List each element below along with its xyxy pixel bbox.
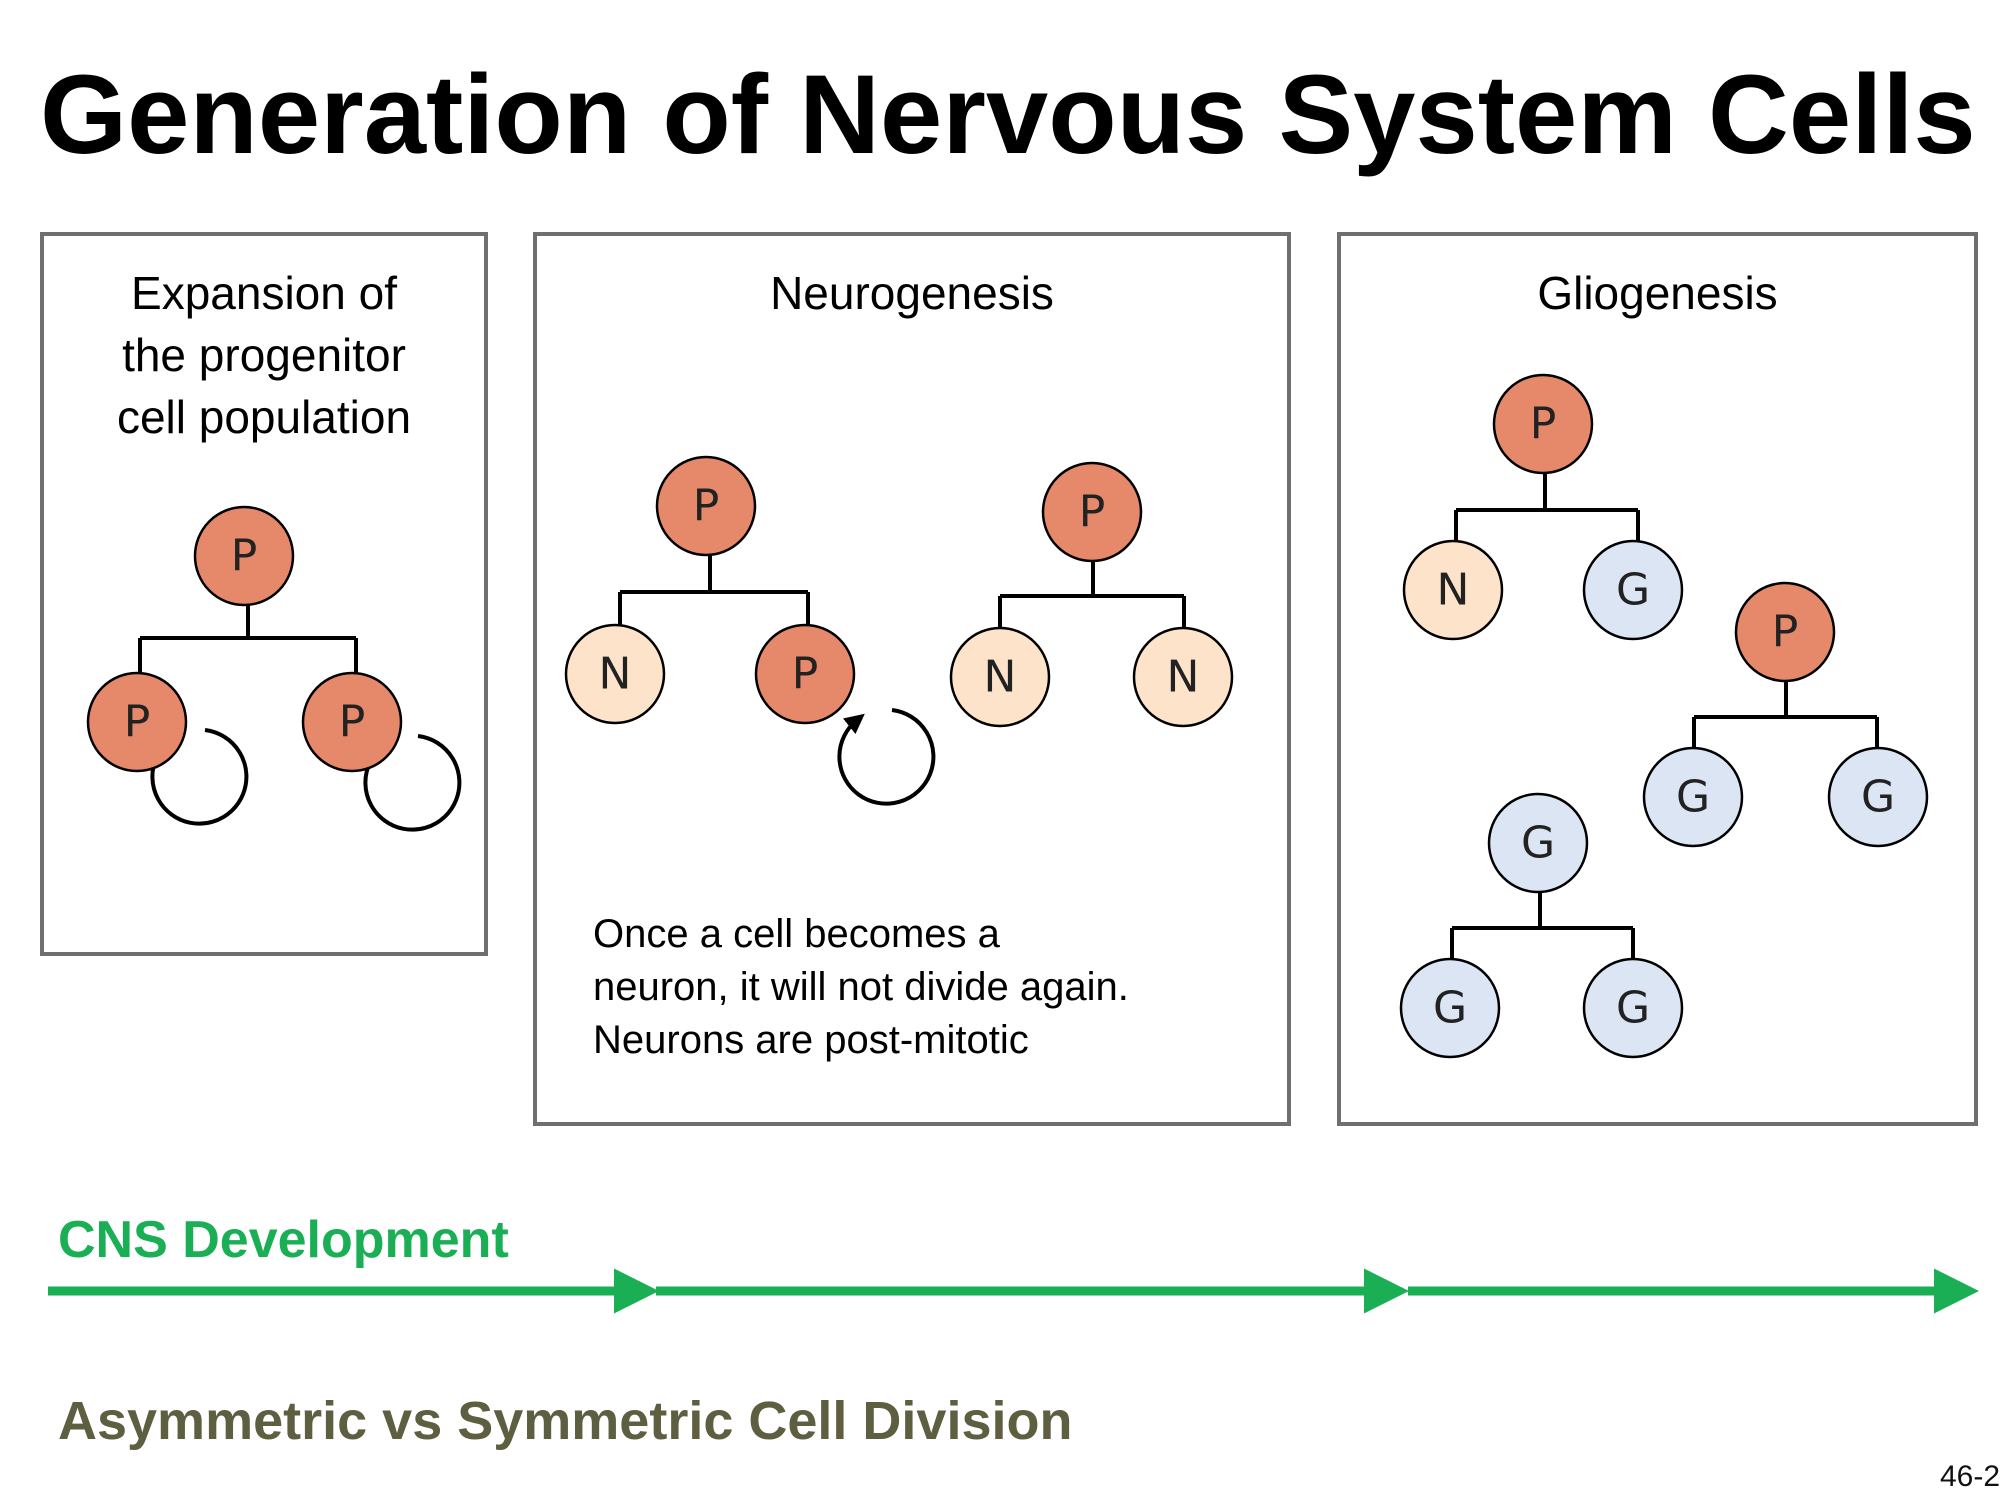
svg-text:N: N (1437, 565, 1470, 616)
neuron-cell: N (1402, 539, 1504, 641)
progenitor-cell: P (655, 455, 757, 557)
svg-text:G: G (1433, 983, 1467, 1034)
glia-cell: G (1827, 746, 1929, 848)
svg-text:P: P (231, 531, 258, 582)
glia-cell: G (1582, 539, 1684, 641)
svg-text:P: P (1079, 487, 1106, 538)
svg-text:G: G (1676, 772, 1710, 823)
svg-text:N: N (599, 649, 632, 700)
svg-text:P: P (792, 649, 819, 700)
glia-cell: G (1487, 792, 1589, 894)
self-renewal-loop-arrow (150, 728, 249, 826)
progenitor-cell: P (1734, 581, 1836, 683)
panel-gliogenesis-heading: Gliogenesis (1537, 267, 1778, 319)
svg-text:P: P (124, 697, 151, 748)
progenitor-cell: P (301, 671, 403, 773)
neuron-cell: N (1132, 626, 1234, 728)
svg-text:N: N (1167, 652, 1200, 703)
panel-expansion-heading: Expansion of the progenitor cell populat… (116, 267, 412, 443)
footer-title: Asymmetric vs Symmetric Cell Division (58, 1391, 1073, 1451)
timeline-label: CNS Development (58, 1211, 509, 1269)
slide-title: Generation of Nervous System Cells (40, 52, 1976, 177)
slide-number: 46-2 (1939, 1460, 2000, 1493)
progenitor-cell: P (1041, 461, 1143, 563)
svg-text:G: G (1861, 772, 1895, 823)
post-mitotic-note: Once a cell becomes a neuron, it will no… (593, 912, 1129, 1062)
svg-text:G: G (1616, 565, 1650, 616)
svg-text:G: G (1616, 983, 1650, 1034)
panel-neurogenesis-heading: Neurogenesis (770, 267, 1054, 319)
glia-cell: G (1642, 746, 1744, 848)
svg-text:N: N (984, 652, 1017, 703)
expansion-lineage (138, 593, 462, 832)
neurogenesis-asymmetric-lineage (618, 553, 936, 806)
self-renewal-loop-arrow (837, 708, 936, 806)
progenitor-cell: P (1492, 373, 1594, 475)
svg-text:P: P (339, 697, 366, 748)
gliogenesis-lineage-progenitor (1692, 678, 1879, 757)
gliogenesis-lineage-glia (1450, 890, 1635, 968)
svg-text:P: P (1772, 607, 1799, 658)
svg-text:P: P (1530, 399, 1557, 450)
neuron-cell: N (949, 626, 1051, 728)
neuron-cell: N (564, 623, 666, 725)
progenitor-cell: P (754, 623, 856, 725)
progenitor-cell: P (86, 671, 188, 773)
progenitor-cell: P (193, 505, 295, 607)
cell-nodes: P P P P N P P N (86, 373, 1929, 1059)
glia-cell: G (1399, 957, 1501, 1059)
self-renewal-loop-arrow (363, 734, 462, 832)
svg-text:P: P (693, 481, 720, 532)
gliogenesis-lineage-switch (1454, 470, 1640, 550)
svg-text:G: G (1521, 818, 1555, 869)
neurogenesis-symmetric-lineage (998, 558, 1186, 640)
glia-cell: G (1582, 957, 1684, 1059)
